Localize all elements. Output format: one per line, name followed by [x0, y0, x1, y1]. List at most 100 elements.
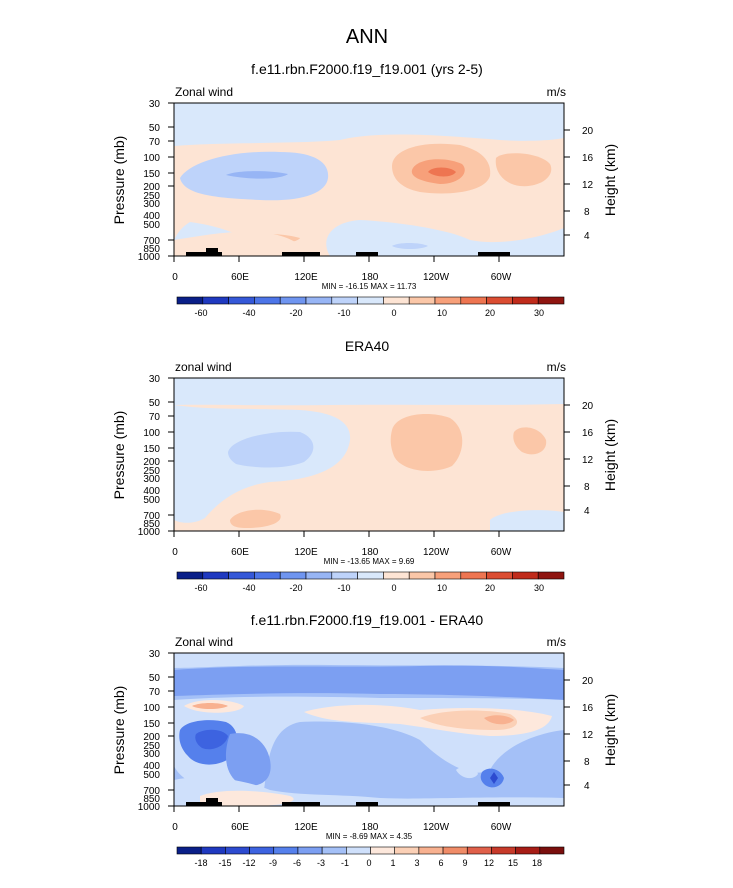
- colorbar-swatch: [202, 571, 229, 580]
- h-tick: 16: [582, 703, 594, 714]
- cb-label: 30: [534, 583, 544, 593]
- units-label: m/s: [547, 360, 566, 374]
- cb-label: 6: [438, 858, 443, 868]
- p-tick: 300: [143, 474, 160, 485]
- p-tick: 250: [143, 466, 160, 477]
- colorbar-swatch: [305, 296, 333, 305]
- colorbar-swatch: [200, 846, 226, 855]
- cb-label: -10: [337, 583, 350, 593]
- topography-5: [478, 802, 510, 806]
- p-tick: 70: [149, 687, 161, 698]
- contour-negative-jet-core: [195, 729, 228, 750]
- p-tick: 150: [143, 719, 160, 730]
- p-tick: 1000: [138, 802, 161, 813]
- p-tick: 100: [143, 428, 160, 439]
- colorbar-swatch: [515, 846, 541, 855]
- colorbar-swatch: [466, 846, 492, 855]
- topography-5: [478, 252, 510, 256]
- cb-label: 1: [390, 858, 395, 868]
- stats-text: MIN = -13.65 MAX = 9.69: [324, 557, 415, 566]
- x-tick: 60W: [491, 822, 512, 833]
- x-tick: 120E: [294, 822, 318, 833]
- colorbar-swatch: [537, 296, 565, 305]
- p-tick: 700: [143, 511, 160, 522]
- units-label: m/s: [547, 85, 566, 99]
- topography-2: [206, 248, 218, 256]
- colorbar-swatch: [331, 296, 358, 305]
- p-tick: 400: [143, 761, 160, 772]
- field-label: Zonal wind: [175, 85, 233, 99]
- cb-label: -9: [269, 858, 277, 868]
- y-axis-label-right: Height (km): [602, 144, 618, 216]
- contour-blob-a: [456, 766, 478, 779]
- h-tick: 4: [584, 781, 590, 792]
- colorbar-swatch: [434, 296, 462, 305]
- contour-positive-mid-2: [495, 153, 552, 187]
- colorbar-swatch: [254, 571, 281, 580]
- colorbar-swatch: [394, 846, 420, 855]
- h-tick: 12: [582, 730, 594, 741]
- x-tick: 0: [172, 272, 178, 283]
- x-tick: 120W: [423, 272, 450, 283]
- colorbar-swatch: [486, 571, 513, 580]
- colorbar-swatch: [383, 571, 410, 580]
- colorbar-swatch: [321, 846, 347, 855]
- h-tick: 12: [582, 455, 594, 466]
- y-axis-label-right: Height (km): [602, 694, 618, 766]
- p-tick: 500: [143, 495, 160, 506]
- p-tick: 150: [143, 444, 160, 455]
- x-axis: 0 60E 120E 180 120W 60W: [172, 822, 512, 833]
- contour-negative-surface: [490, 510, 564, 531]
- colorbar-swatch: [279, 571, 307, 580]
- cb-label: 20: [485, 308, 495, 318]
- x-tick: 60E: [231, 822, 249, 833]
- colorbar-swatch: [357, 296, 384, 305]
- contour-negative-core: [226, 171, 288, 179]
- contour-positive-surface: [230, 509, 281, 528]
- colorbar-swatch: [442, 846, 468, 855]
- panel-era40: ERA40 zonal wind m/s 30 50 70 100 150 20…: [111, 338, 618, 593]
- colorbar-swatch: [249, 846, 275, 855]
- p-tick: 50: [149, 123, 161, 134]
- figure-title: ANN: [346, 26, 388, 48]
- h-tick: 4: [584, 506, 590, 517]
- p-tick: 1000: [138, 527, 161, 538]
- cb-label: -20: [289, 308, 302, 318]
- x-tick: 0: [172, 822, 178, 833]
- colorbar: [176, 846, 565, 855]
- p-tick: 250: [143, 741, 160, 752]
- h-tick: 20: [582, 676, 594, 687]
- topography-3: [282, 802, 320, 806]
- h-tick: 12: [582, 180, 594, 191]
- colorbar-swatch: [297, 846, 323, 855]
- cb-label: -60: [194, 308, 207, 318]
- p-tick: 1000: [138, 252, 161, 263]
- contour-positive-mid-2: [513, 427, 547, 455]
- cb-label: 0: [391, 583, 396, 593]
- cb-label: -6: [293, 858, 301, 868]
- height-axis: 20 16 12 8 4: [582, 676, 594, 792]
- p-tick: 250: [143, 191, 160, 202]
- p-tick: 30: [149, 374, 161, 385]
- height-axis: 20 16 12 8 4: [582, 126, 594, 242]
- p-tick: 70: [149, 412, 161, 423]
- colorbar-swatch: [418, 846, 444, 855]
- colorbar-swatch: [176, 571, 204, 580]
- colorbar: [176, 571, 565, 580]
- contour-positive-mid: [390, 414, 463, 471]
- cb-label: -10: [337, 308, 350, 318]
- colorbar-swatch: [225, 846, 250, 855]
- cb-label: 9: [462, 858, 467, 868]
- contour-field: [174, 378, 564, 531]
- p-tick: 50: [149, 673, 161, 684]
- contour-lower-positive: [200, 790, 294, 806]
- contour-negative-jet: [228, 431, 314, 468]
- cb-label: 0: [391, 308, 396, 318]
- colorbar-swatch: [370, 846, 395, 855]
- pressure-axis: 30 50 70 100 150 200 250 300 400 500 700…: [138, 374, 161, 538]
- x-tick: 180: [362, 272, 379, 283]
- p-tick: 30: [149, 99, 161, 110]
- cb-label: -60: [194, 583, 207, 593]
- p-tick: 850: [143, 244, 160, 255]
- colorbar-swatch: [357, 571, 384, 580]
